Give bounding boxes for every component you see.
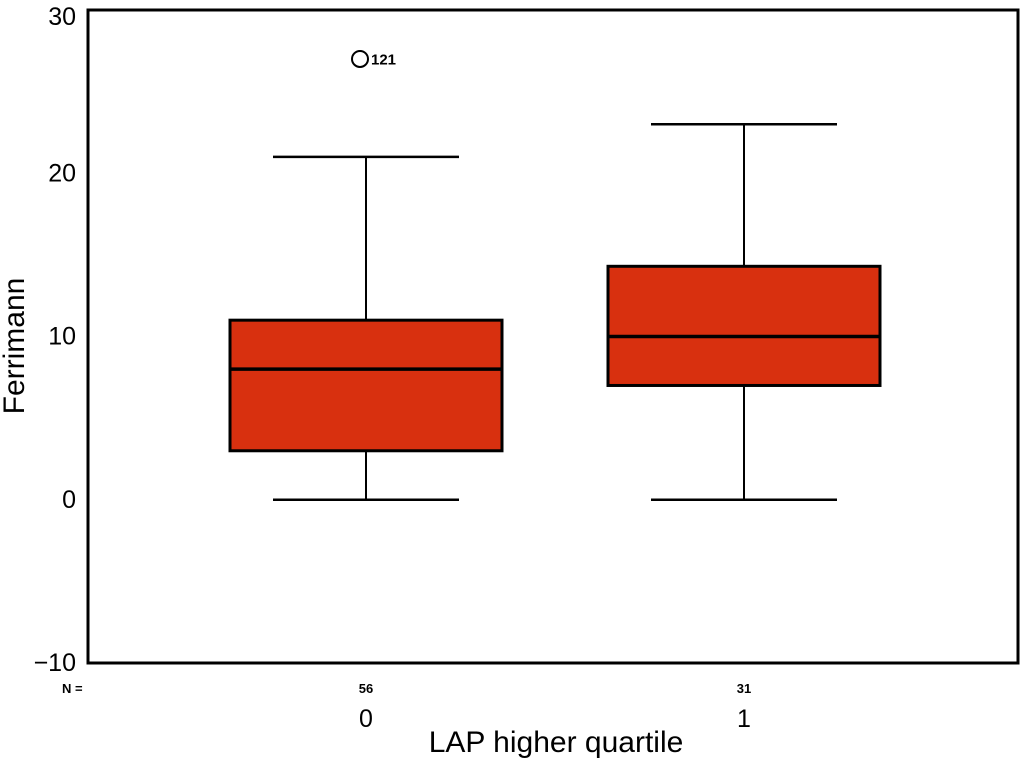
category-label: 0 — [359, 705, 373, 733]
category-label: 1 — [737, 705, 751, 733]
n-row-label: N = — [62, 681, 83, 696]
y-tick-label: 0 — [62, 486, 76, 514]
outlier-label: 121 — [371, 51, 396, 68]
y-tick-label: 10 — [48, 323, 76, 351]
y-tick-label: −10 — [34, 649, 76, 677]
y-axis-title: Ferrimann — [0, 278, 31, 415]
group-n-value: 56 — [359, 681, 373, 696]
iqr-box — [606, 264, 882, 387]
group-n-value: 31 — [737, 681, 751, 696]
outlier-point — [351, 49, 369, 68]
y-tick-label: 30 — [48, 3, 76, 31]
y-tick-label: 20 — [48, 159, 76, 187]
x-axis-title: LAP higher quartile — [429, 726, 684, 759]
iqr-box — [228, 318, 504, 453]
